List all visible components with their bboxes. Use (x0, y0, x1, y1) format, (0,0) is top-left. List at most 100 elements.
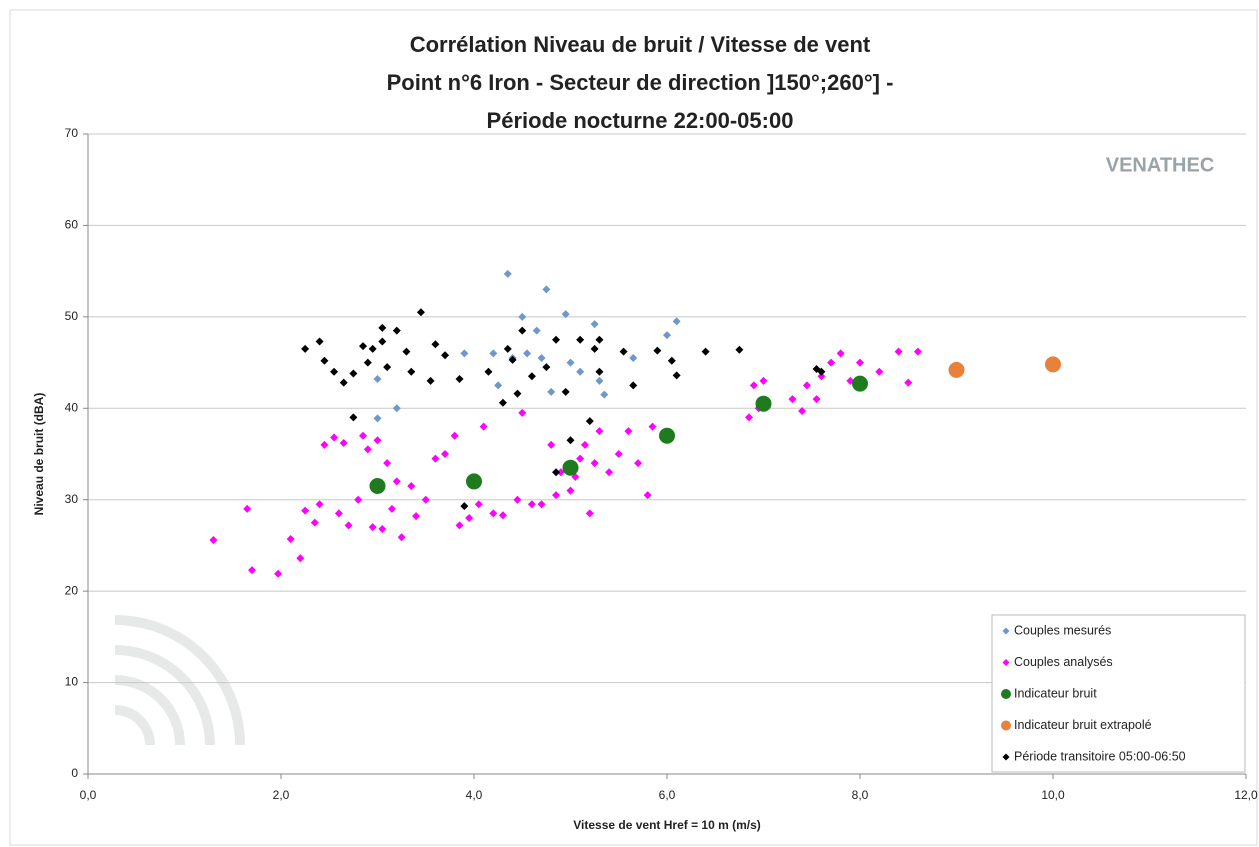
point (426, 376, 435, 385)
point (383, 363, 392, 372)
point (527, 372, 536, 381)
point (566, 436, 575, 445)
point (354, 495, 363, 504)
point (368, 344, 377, 353)
point (373, 436, 382, 445)
point (368, 523, 377, 532)
point (339, 378, 348, 387)
legend-box (991, 614, 1246, 773)
point (788, 395, 797, 404)
point (894, 347, 903, 356)
point (913, 347, 922, 356)
point (392, 477, 401, 486)
point (387, 504, 396, 513)
point (552, 468, 561, 477)
point (378, 337, 387, 346)
point (745, 413, 754, 422)
point (576, 335, 585, 344)
point (605, 468, 614, 477)
point (624, 427, 633, 436)
x-tick-label: 2,0 (273, 788, 290, 802)
point (383, 459, 392, 468)
point (334, 509, 343, 518)
legend-marker (1002, 659, 1010, 666)
legend-marker (1002, 753, 1010, 761)
legend-marker (1002, 627, 1010, 635)
point (653, 346, 662, 355)
point (562, 459, 579, 476)
point (556, 468, 565, 477)
legend-label: Indicateur bruit (1014, 686, 1097, 700)
point (407, 482, 416, 490)
legend-label: Période transitoire 05:00-06:50 (1014, 749, 1186, 763)
x-axis-title: Vitesse de vent Href = 10 m (m/s) (573, 818, 761, 832)
y-tick-label: 40 (65, 400, 79, 414)
point (672, 317, 681, 326)
point (412, 512, 421, 521)
y-tick-label: 30 (65, 492, 79, 506)
point (518, 326, 527, 335)
point (286, 535, 295, 544)
point (532, 326, 541, 335)
point (518, 408, 527, 417)
chart-title: Période nocturne 22:00-05:00 (487, 108, 794, 133)
y-tick-label: 50 (65, 309, 79, 323)
point (460, 502, 469, 511)
point (441, 351, 450, 360)
point (431, 340, 440, 349)
point (561, 387, 570, 396)
point (508, 355, 517, 364)
legend-marker (1001, 689, 1011, 699)
point (629, 354, 638, 362)
point (373, 414, 382, 423)
point (537, 500, 546, 509)
point (542, 363, 551, 372)
point (301, 506, 310, 515)
x-tick-label: 6,0 (659, 788, 676, 802)
legend-label: Couples analysés (1014, 655, 1113, 669)
point (489, 509, 498, 518)
point (812, 395, 821, 404)
point (672, 371, 681, 380)
point (320, 440, 329, 449)
point (392, 326, 401, 335)
point (339, 439, 348, 448)
point (416, 308, 425, 317)
point (759, 376, 768, 385)
point (948, 361, 965, 378)
y-tick-label: 0 (71, 766, 78, 780)
point (1045, 356, 1061, 373)
point (629, 381, 638, 390)
point (659, 427, 675, 444)
point (755, 395, 772, 412)
point (441, 450, 450, 458)
point (595, 427, 604, 436)
point (315, 337, 324, 346)
point (431, 454, 440, 463)
point (330, 433, 339, 442)
point (513, 389, 522, 398)
point (513, 495, 522, 504)
point (856, 358, 864, 367)
point (817, 367, 826, 376)
chart-title: Corrélation Niveau de bruit / Vitesse de… (410, 32, 871, 57)
point (875, 367, 884, 376)
point (566, 358, 575, 367)
point (585, 509, 594, 518)
point (402, 347, 411, 356)
point (663, 331, 671, 340)
point (749, 381, 758, 390)
point (585, 417, 594, 426)
y-tick-label: 60 (65, 218, 79, 232)
point (802, 381, 811, 390)
point (455, 375, 464, 384)
point (552, 491, 561, 500)
watermark (114, 615, 245, 746)
point (301, 344, 310, 353)
y-tick-label: 70 (65, 126, 79, 140)
point (547, 440, 556, 449)
point (595, 367, 604, 376)
point (310, 518, 319, 527)
